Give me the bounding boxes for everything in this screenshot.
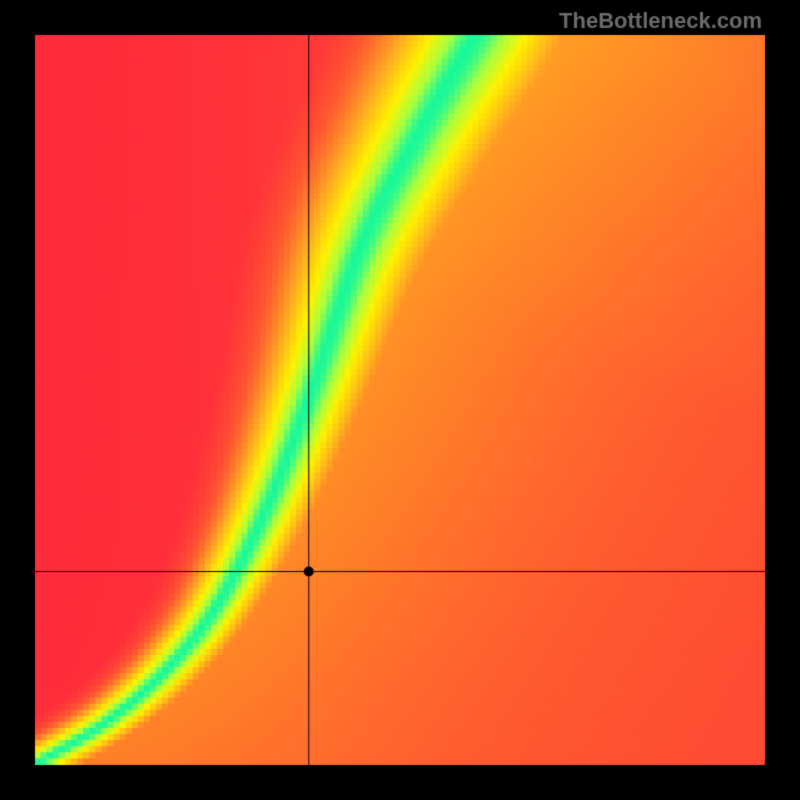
bottleneck-heatmap: [0, 0, 800, 800]
